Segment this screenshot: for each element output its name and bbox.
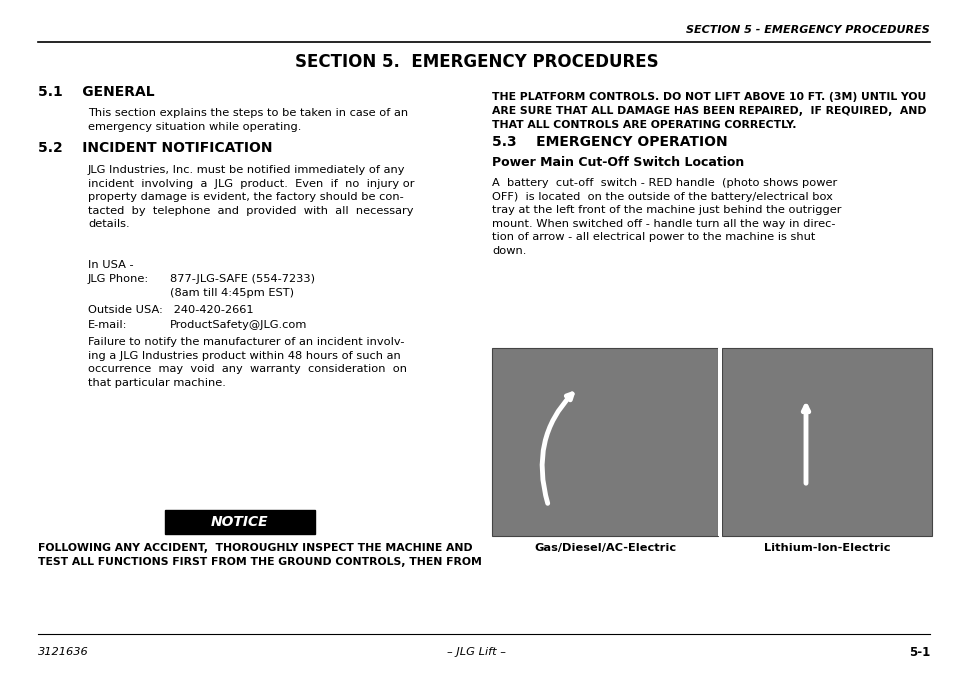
Text: FOLLOWING ANY ACCIDENT,  THOROUGHLY INSPECT THE MACHINE AND
TEST ALL FUNCTIONS F: FOLLOWING ANY ACCIDENT, THOROUGHLY INSPE…: [38, 543, 481, 567]
Text: E-mail:: E-mail:: [88, 320, 128, 330]
Text: 5.3    EMERGENCY OPERATION: 5.3 EMERGENCY OPERATION: [492, 135, 727, 149]
Text: 5.1    GENERAL: 5.1 GENERAL: [38, 85, 154, 99]
Text: 877-JLG-SAFE (554-7233): 877-JLG-SAFE (554-7233): [170, 274, 314, 284]
Text: 5.2    INCIDENT NOTIFICATION: 5.2 INCIDENT NOTIFICATION: [38, 141, 273, 155]
Text: Gas/Diesel/AC-Electric: Gas/Diesel/AC-Electric: [534, 543, 676, 553]
Text: SECTION 5.  EMERGENCY PROCEDURES: SECTION 5. EMERGENCY PROCEDURES: [294, 53, 659, 71]
Text: (8am till 4:45pm EST): (8am till 4:45pm EST): [170, 288, 294, 298]
Text: Lithium-Ion-Electric: Lithium-Ion-Electric: [763, 543, 889, 553]
FancyBboxPatch shape: [721, 348, 931, 536]
Text: JLG Phone:: JLG Phone:: [88, 274, 149, 284]
Text: In USA -: In USA -: [88, 260, 133, 270]
Text: 5-1: 5-1: [908, 646, 929, 658]
Text: Outside USA:   240-420-2661: Outside USA: 240-420-2661: [88, 305, 253, 315]
Text: A  battery  cut-off  switch - RED handle  (photo shows power
OFF)  is located  o: A battery cut-off switch - RED handle (p…: [492, 178, 841, 256]
Text: – JLG Lift –: – JLG Lift –: [447, 647, 506, 657]
Text: SECTION 5 - EMERGENCY PROCEDURES: SECTION 5 - EMERGENCY PROCEDURES: [685, 25, 929, 35]
Text: Failure to notify the manufacturer of an incident involv-
ing a JLG Industries p: Failure to notify the manufacturer of an…: [88, 337, 407, 388]
FancyBboxPatch shape: [718, 348, 721, 536]
Text: THE PLATFORM CONTROLS. DO NOT LIFT ABOVE 10 FT. (3M) UNTIL YOU
ARE SURE THAT ALL: THE PLATFORM CONTROLS. DO NOT LIFT ABOVE…: [492, 92, 925, 130]
Text: ProductSafety@JLG.com: ProductSafety@JLG.com: [170, 320, 307, 330]
FancyBboxPatch shape: [165, 510, 314, 534]
Text: Power Main Cut-Off Switch Location: Power Main Cut-Off Switch Location: [492, 155, 743, 168]
Text: JLG Industries, Inc. must be notified immediately of any
incident  involving  a : JLG Industries, Inc. must be notified im…: [88, 165, 414, 229]
Text: This section explains the steps to be taken in case of an
emergency situation wh: This section explains the steps to be ta…: [88, 108, 408, 132]
FancyBboxPatch shape: [492, 348, 718, 536]
Text: 3121636: 3121636: [38, 647, 89, 657]
Text: NOTICE: NOTICE: [211, 515, 269, 529]
